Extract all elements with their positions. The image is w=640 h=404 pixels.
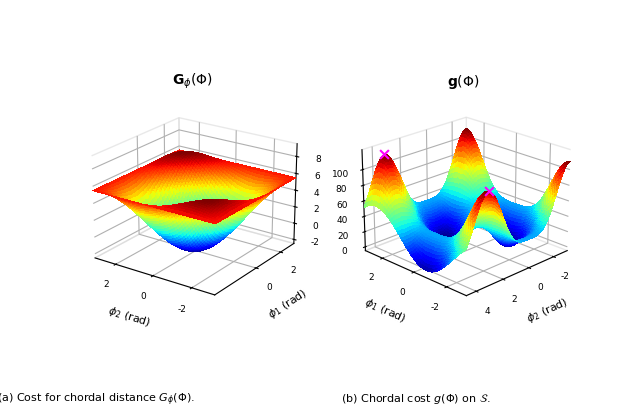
Title: $\mathbf{G}_{\phi}(\Phi)$: $\mathbf{G}_{\phi}(\Phi)$ [172,72,213,91]
Text: (a) Cost for chordal distance $G_{\phi}(\Phi)$.: (a) Cost for chordal distance $G_{\phi}(… [0,391,195,404]
Title: $\mathbf{g}(\Phi)$: $\mathbf{g}(\Phi)$ [447,73,479,91]
X-axis label: $\phi_2$ (rad): $\phi_2$ (rad) [106,303,153,330]
X-axis label: $\phi_2$ (rad): $\phi_2$ (rad) [524,295,570,326]
Text: (b) Chordal cost $g(\Phi)$ on $\mathcal{S}$.: (b) Chordal cost $g(\Phi)$ on $\mathcal{… [341,392,491,404]
Y-axis label: $\phi_1$ (rad): $\phi_1$ (rad) [362,295,409,326]
Y-axis label: $\phi_1$ (rad): $\phi_1$ (rad) [266,286,310,322]
